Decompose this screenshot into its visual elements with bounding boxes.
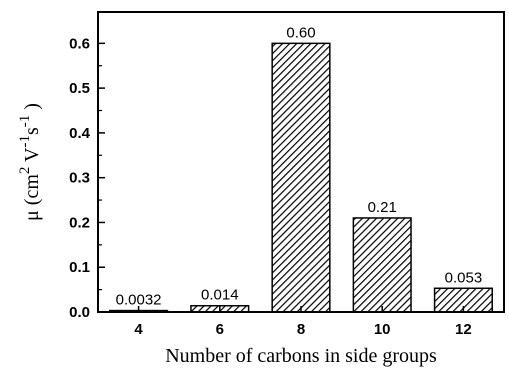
bars-group: [109, 42, 493, 313]
bar-8: [271, 42, 331, 313]
bar-10: [352, 217, 412, 313]
y-tick-label: 0.4: [69, 125, 91, 142]
data-label-12: 0.053: [445, 269, 483, 286]
data-label-8: 0.60: [286, 24, 315, 41]
data-label-10: 0.21: [368, 199, 397, 216]
y-tick-label: 0.0: [69, 304, 90, 321]
x-tick-label-6: 6: [216, 321, 224, 338]
y-tick-label: 0.6: [69, 35, 90, 52]
x-tick-label-10: 10: [374, 321, 391, 338]
y-axis-title: μ (cm2 V-1s-1 ): [17, 103, 43, 221]
x-axis-title: Number of carbons in side groups: [165, 345, 437, 367]
y-tick-label: 0.5: [69, 80, 90, 97]
x-tick-label-4: 4: [134, 321, 143, 338]
y-tick-label: 0.2: [69, 214, 90, 231]
data-label-6: 0.014: [201, 287, 239, 304]
y-axis-ticks: 0.0 0.1 0.2 0.3 0.4 0.5 0.6: [69, 35, 105, 321]
y-tick-label: 0.1: [69, 259, 90, 276]
data-labels-group: 0.0032 0.014 0.60 0.21 0.053: [116, 24, 483, 308]
x-tick-label-8: 8: [297, 321, 305, 338]
data-label-4: 0.0032: [116, 292, 162, 309]
y-tick-label: 0.3: [69, 170, 90, 187]
x-tick-label-12: 12: [455, 321, 472, 338]
plot-frame: [97, 11, 505, 313]
